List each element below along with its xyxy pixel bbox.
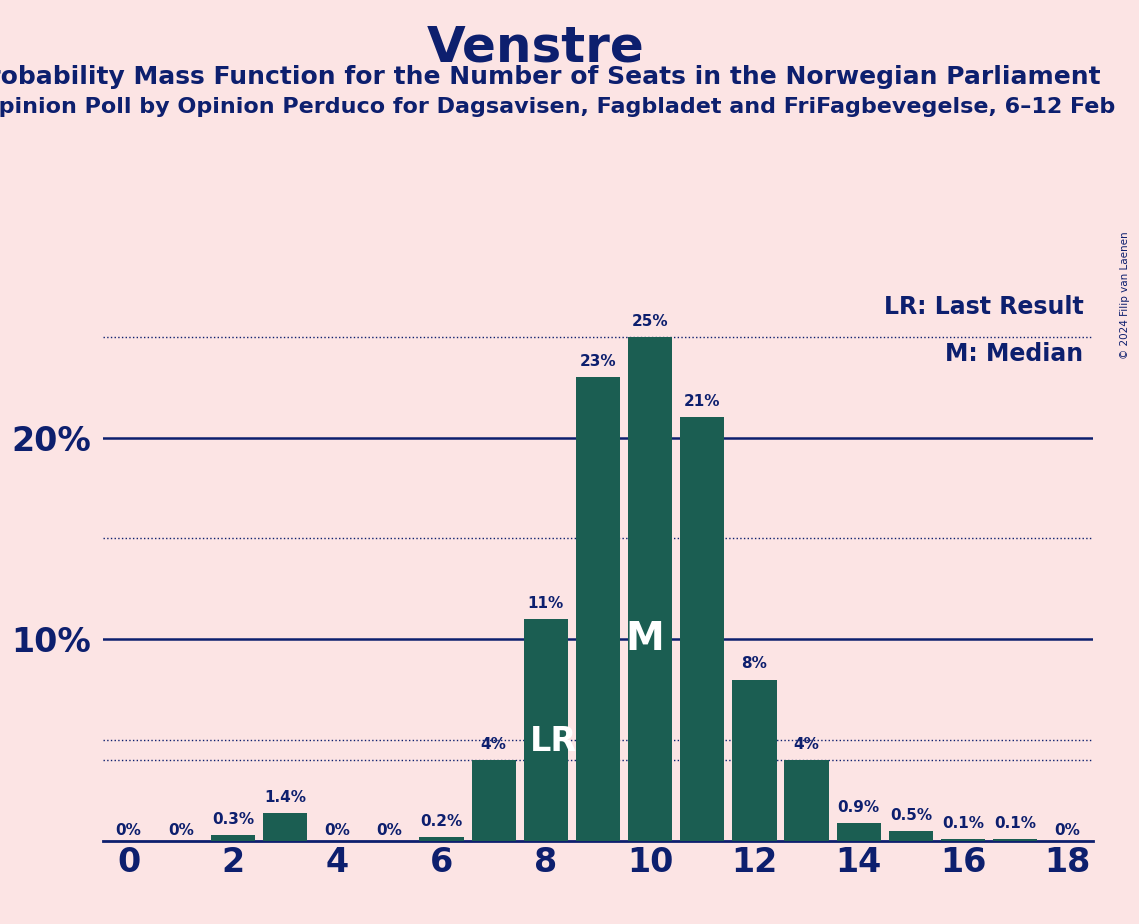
Text: 0.2%: 0.2%	[420, 814, 462, 829]
Text: 0.9%: 0.9%	[837, 799, 879, 815]
Bar	[888, 831, 933, 841]
Text: 4%: 4%	[794, 737, 820, 752]
Text: 0%: 0%	[376, 822, 402, 838]
Text: 23%: 23%	[580, 354, 616, 369]
Text: © 2024 Filip van Laenen: © 2024 Filip van Laenen	[1120, 231, 1130, 359]
Text: LR: Last Result: LR: Last Result	[884, 295, 1083, 319]
Text: 0%: 0%	[167, 822, 194, 838]
Bar	[524, 619, 568, 841]
Text: Venstre: Venstre	[426, 23, 645, 71]
Text: 0.1%: 0.1%	[942, 816, 984, 831]
Bar	[576, 377, 620, 841]
Bar	[472, 760, 516, 841]
Bar	[993, 839, 1038, 841]
Bar	[628, 337, 672, 841]
Text: LR: LR	[530, 724, 577, 758]
Text: 25%: 25%	[632, 314, 669, 329]
Text: n Opinion Poll by Opinion Perduco for Dagsavisen, Fagbladet and FriFagbevegelse,: n Opinion Poll by Opinion Perduco for Da…	[0, 97, 1115, 117]
Bar	[263, 812, 308, 841]
Text: 0%: 0%	[116, 822, 141, 838]
Bar	[211, 834, 255, 841]
Text: 0.1%: 0.1%	[994, 816, 1036, 831]
Text: 11%: 11%	[527, 596, 564, 611]
Text: 1.4%: 1.4%	[264, 789, 306, 805]
Text: Probability Mass Function for the Number of Seats in the Norwegian Parliament: Probability Mass Function for the Number…	[0, 65, 1100, 89]
Text: 0%: 0%	[1055, 822, 1080, 838]
Text: 0.5%: 0.5%	[890, 808, 932, 822]
Text: 0.3%: 0.3%	[212, 811, 254, 827]
Bar	[836, 822, 880, 841]
Text: 8%: 8%	[741, 656, 768, 672]
Bar	[419, 837, 464, 841]
Bar	[941, 839, 985, 841]
Text: M: Median: M: Median	[945, 342, 1083, 366]
Bar	[680, 418, 724, 841]
Text: M: M	[625, 620, 664, 658]
Bar	[785, 760, 829, 841]
Text: 21%: 21%	[685, 395, 721, 409]
Text: 4%: 4%	[481, 737, 507, 752]
Bar	[732, 679, 777, 841]
Text: 0%: 0%	[325, 822, 350, 838]
